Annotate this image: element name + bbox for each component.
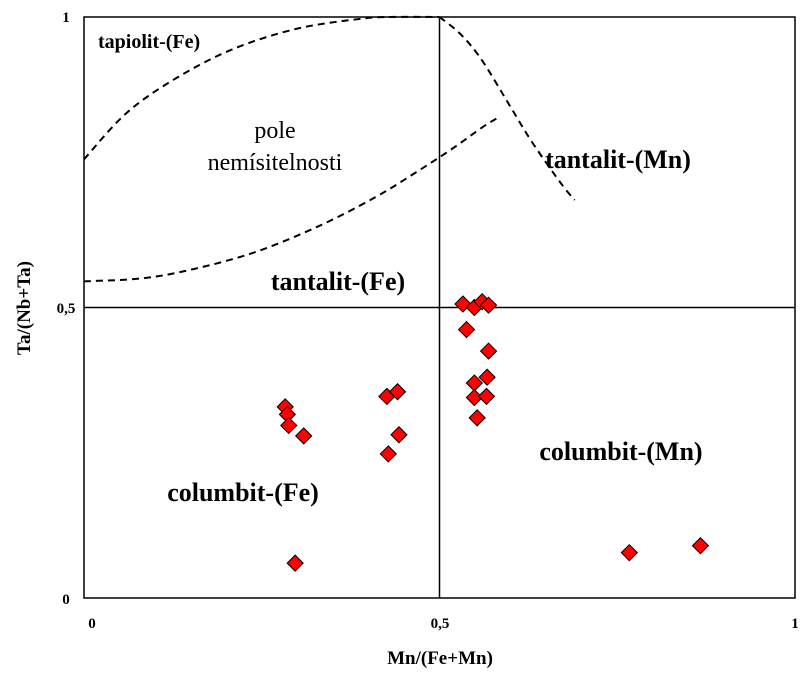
y-tick-0-5: 0,5 <box>57 301 76 317</box>
boundary-curve-3 <box>83 117 497 283</box>
y-tick-0: 0 <box>62 592 70 608</box>
data-point-21 <box>620 543 639 562</box>
label-nemisitelnosti: nemísitelnosti <box>208 150 343 176</box>
boundary-curve-2 <box>438 16 576 201</box>
data-point-19 <box>477 387 496 406</box>
x-tick-1: 1 <box>791 616 799 632</box>
label-columbit-fe: columbit-(Fe) <box>167 478 319 507</box>
data-points <box>276 292 710 572</box>
x-tick-0: 0 <box>88 616 96 632</box>
label-tantalit-mn: tantalit-(Mn) <box>545 145 691 174</box>
x-axis-title: Mn/(Fe+Mn) <box>387 648 493 669</box>
data-point-13 <box>479 296 498 314</box>
label-columbit-mn: columbit-(Mn) <box>539 437 702 466</box>
y-axis-title: Ta/(Nb+Ta) <box>14 261 35 355</box>
label-tantalit-fe: tantalit-(Fe) <box>271 267 405 296</box>
data-point-3 <box>280 416 298 435</box>
data-point-4 <box>294 427 313 445</box>
label-tapiolit-fe: tapiolit-(Fe) <box>98 31 200 53</box>
data-point-14 <box>457 320 476 339</box>
data-point-8 <box>379 445 398 463</box>
data-point-9 <box>390 426 408 444</box>
field-boundaries <box>83 15 576 283</box>
label-pole: pole <box>254 118 295 144</box>
data-point-5 <box>286 554 304 572</box>
data-point-20 <box>468 409 486 427</box>
data-point-16 <box>478 368 496 386</box>
y-tick-1: 1 <box>62 10 70 26</box>
data-point-22 <box>691 537 710 555</box>
data-point-7 <box>388 383 407 401</box>
data-point-15 <box>479 342 498 360</box>
x-tick-0-5: 0,5 <box>431 616 450 632</box>
